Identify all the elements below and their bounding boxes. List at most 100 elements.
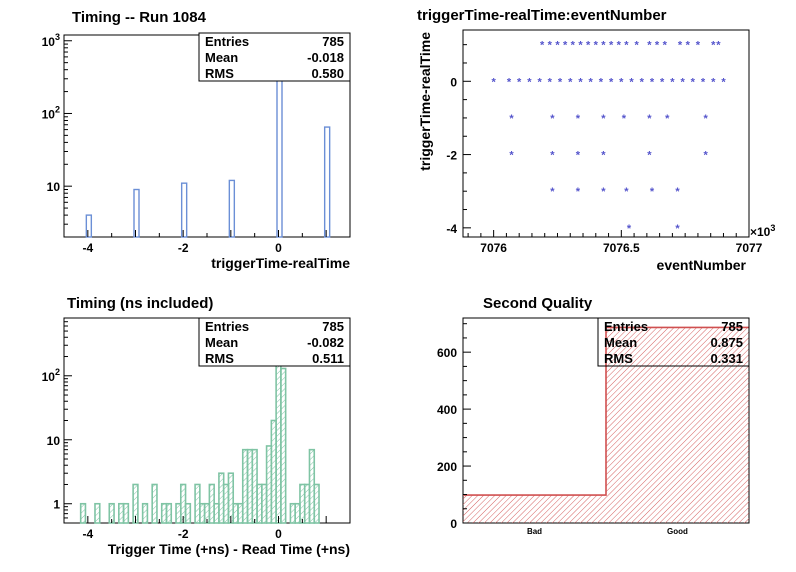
data-point: * — [509, 113, 514, 125]
data-point: * — [550, 186, 555, 198]
data-point: * — [650, 186, 655, 198]
stats-mean-value: -0.082 — [307, 335, 344, 350]
stats-mean-value: 0.875 — [710, 335, 743, 350]
data-point: * — [647, 40, 652, 52]
data-point: * — [675, 223, 680, 235]
data-point: * — [617, 40, 622, 52]
data-point: * — [586, 40, 591, 52]
data-point: * — [691, 76, 696, 88]
y-tick-label: 1 — [53, 498, 60, 512]
stats-entries-label: Entries — [604, 319, 648, 334]
stats-mean-label: Mean — [604, 335, 637, 350]
histogram-bin — [94, 502, 101, 524]
histogram-bin — [79, 502, 87, 524]
stats-rms-value: 0.580 — [311, 66, 344, 81]
data-point: * — [647, 150, 652, 162]
data-point: * — [578, 76, 583, 88]
data-point: * — [550, 150, 555, 162]
stats-entries-label: Entries — [205, 319, 249, 334]
stats-mean-value: -0.018 — [307, 50, 344, 65]
data-point: * — [701, 76, 706, 88]
stats-box: Entries 785 Mean -0.082 RMS 0.511 — [198, 317, 351, 367]
stats-rms-label: RMS — [205, 66, 234, 81]
chart-title: Timing -- Run 1084 — [72, 9, 207, 26]
data-point: * — [627, 223, 632, 235]
x-tick-label: -4 — [82, 527, 93, 541]
stats-rms-value: 0.511 — [312, 351, 344, 366]
data-point: * — [601, 186, 606, 198]
y-tick-label: 0 — [450, 75, 457, 89]
histogram-bar — [180, 182, 188, 238]
y-tick-label: 0 — [450, 517, 457, 531]
data-point: * — [568, 76, 573, 88]
x-tick-label: 7077 — [736, 241, 763, 255]
histogram-bar — [85, 214, 93, 238]
stats-rms-label: RMS — [205, 351, 234, 366]
data-point: * — [537, 76, 542, 88]
data-point: * — [578, 40, 583, 52]
data-point: * — [601, 150, 606, 162]
histogram-bar — [323, 126, 331, 238]
y-tick-label: 10 — [47, 434, 61, 448]
stats-frame — [198, 32, 351, 82]
chart-title: Timing (ns included) — [67, 295, 213, 312]
stats-box: Entries 785 Mean 0.875 RMS 0.331 — [597, 317, 750, 367]
data-point: * — [624, 40, 629, 52]
stats-rms-label: RMS — [604, 351, 633, 366]
bar — [463, 495, 606, 523]
x-category-label: Bad — [527, 527, 542, 536]
bar — [606, 327, 749, 523]
data-point: * — [548, 40, 553, 52]
histogram-bin — [280, 367, 287, 524]
histogram-bin — [151, 483, 158, 524]
chart-second-quality: Second Quality Bad Good 0 200 400 600 Entries… — [437, 295, 750, 536]
data-point: * — [711, 76, 716, 88]
stats-frame — [597, 317, 750, 367]
y-tick-label: 10 — [47, 180, 61, 194]
x-axis-label: triggerTime-realTime — [211, 255, 350, 271]
chart-timing-run: Timing -- Run 1084 -4 -2 0 10 102 103 Entries… — [42, 9, 351, 271]
data-point: * — [650, 76, 655, 88]
y-tick-label: 103 — [42, 32, 60, 49]
data-point: * — [655, 40, 660, 52]
data-point: * — [507, 76, 512, 88]
plot-frame — [462, 29, 750, 238]
x-tick-label: -4 — [82, 241, 93, 255]
data-point: * — [540, 40, 545, 52]
data-point: * — [629, 76, 634, 88]
x-tick-label: -2 — [178, 241, 189, 255]
y-tick-label: 400 — [437, 403, 457, 417]
data-point: * — [555, 40, 560, 52]
data-point: * — [550, 113, 555, 125]
y-tick-label: 102 — [42, 367, 60, 384]
x-tick-label: 0 — [275, 241, 282, 255]
histogram-bin — [141, 502, 149, 524]
x-exponent-base: ×103 — [750, 223, 775, 239]
y-tick-label: -4 — [446, 222, 457, 236]
y-tick-label: 600 — [437, 346, 457, 360]
data-point: * — [703, 150, 708, 162]
stats-entries-label: Entries — [205, 34, 249, 49]
data-point: * — [548, 76, 553, 88]
y-axis-label: triggerTime-realTime — [417, 32, 433, 171]
chart-title: Second Quality — [483, 295, 593, 312]
x-tick-label: 7076.5 — [603, 241, 640, 255]
stats-box: Entries 785 Mean -0.018 RMS 0.580 — [198, 32, 351, 82]
data-point: * — [563, 40, 568, 52]
data-point: * — [635, 40, 640, 52]
data-point: * — [703, 113, 708, 125]
data-point: * — [599, 76, 604, 88]
data-point: * — [675, 186, 680, 198]
x-category-label: Good — [667, 527, 688, 536]
data-point: * — [663, 40, 668, 52]
stats-rms-value: 0.331 — [710, 351, 743, 366]
histogram-bar — [133, 188, 140, 238]
data-point: * — [509, 150, 514, 162]
data-point: * — [558, 76, 563, 88]
stats-mean-label: Mean — [205, 50, 238, 65]
data-point: * — [680, 76, 685, 88]
data-point: * — [517, 76, 522, 88]
data-point: * — [624, 186, 629, 198]
data-point: * — [609, 40, 614, 52]
